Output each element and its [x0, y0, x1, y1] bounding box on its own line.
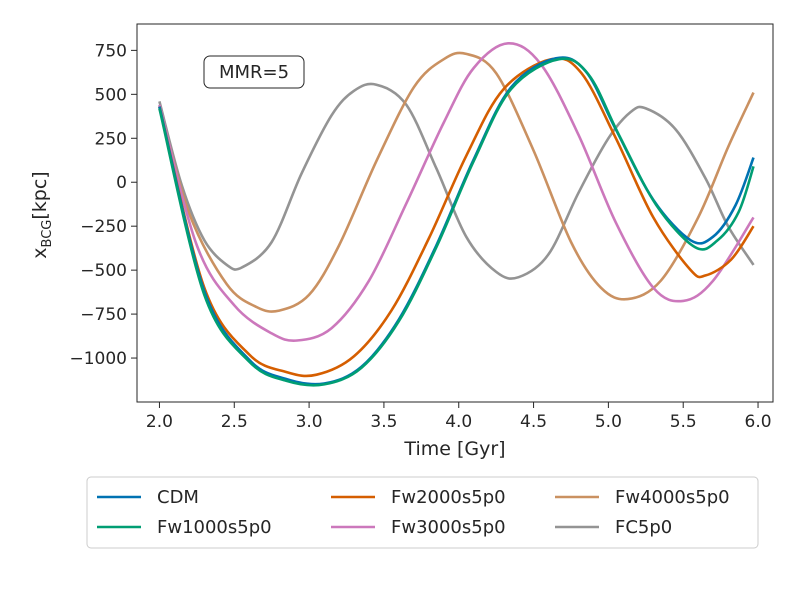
legend-label-fc5p0: FC5p0 — [615, 517, 672, 538]
legend-label-cdm: CDM — [157, 487, 199, 508]
axes-ticks: 2.0 2.5 3.0 3.5 4.0 4.5 5.0 5.5 6.0 750 500 250 0 −25… — [69, 41, 771, 432]
axes-frame — [136, 23, 774, 403]
x-axis-label: Time [Gyr] — [403, 438, 505, 460]
y-tick-label: −750 — [80, 305, 127, 325]
y-tick-label: 0 — [116, 173, 127, 193]
x-tick-label: 5.0 — [595, 412, 622, 432]
y-axis-label-unit: [kpc] — [29, 171, 51, 219]
x-tick-label: 3.5 — [370, 412, 397, 432]
y-tick-label: −500 — [80, 261, 127, 281]
y-tick-label: 750 — [95, 41, 127, 61]
plot-area — [158, 41, 755, 387]
svg-text:xBCG[kpc]: xBCG[kpc] — [29, 171, 55, 258]
series-line-fw4000s5p0 — [158, 51, 755, 313]
annotation-text: MMR=5 — [219, 62, 289, 83]
x-tick-label: 2.0 — [146, 412, 173, 432]
x-tick-label: 2.5 — [221, 412, 248, 432]
x-tick-label: 6.0 — [745, 412, 772, 432]
y-tick-label: 500 — [95, 85, 127, 105]
legend-label-fw1000s5p0: Fw1000s5p0 — [157, 517, 272, 538]
x-tick-label: 4.0 — [445, 412, 472, 432]
x-tick-label: 4.5 — [520, 412, 547, 432]
series-line-fw3000s5p0 — [158, 41, 755, 342]
y-axis-label: xBCG[kpc] — [29, 171, 55, 258]
y-tick-label: −1000 — [69, 349, 127, 369]
x-tick-label: 5.5 — [670, 412, 697, 432]
series-line-fc5p0 — [158, 82, 755, 280]
series-line-cdm — [158, 56, 755, 386]
y-tick-label: −250 — [80, 217, 127, 237]
mmr-annotation: MMR=5 — [203, 55, 305, 89]
y-axis-label-sub: BCG — [40, 220, 55, 248]
series-line-fw1000s5p0 — [158, 57, 755, 387]
legend-label-fw3000s5p0: Fw3000s5p0 — [391, 517, 506, 538]
series-line-fw2000s5p0 — [158, 57, 755, 378]
legend-label-fw4000s5p0: Fw4000s5p0 — [615, 487, 730, 508]
x-tick-label: 3.0 — [296, 412, 323, 432]
legend: CDM Fw1000s5p0 Fw2000s5p0 Fw3000s5p0 Fw4000s… — [86, 476, 759, 549]
y-tick-label: 250 — [95, 129, 127, 149]
y-axis-label-main: x — [29, 247, 51, 258]
legend-label-fw2000s5p0: Fw2000s5p0 — [391, 487, 506, 508]
